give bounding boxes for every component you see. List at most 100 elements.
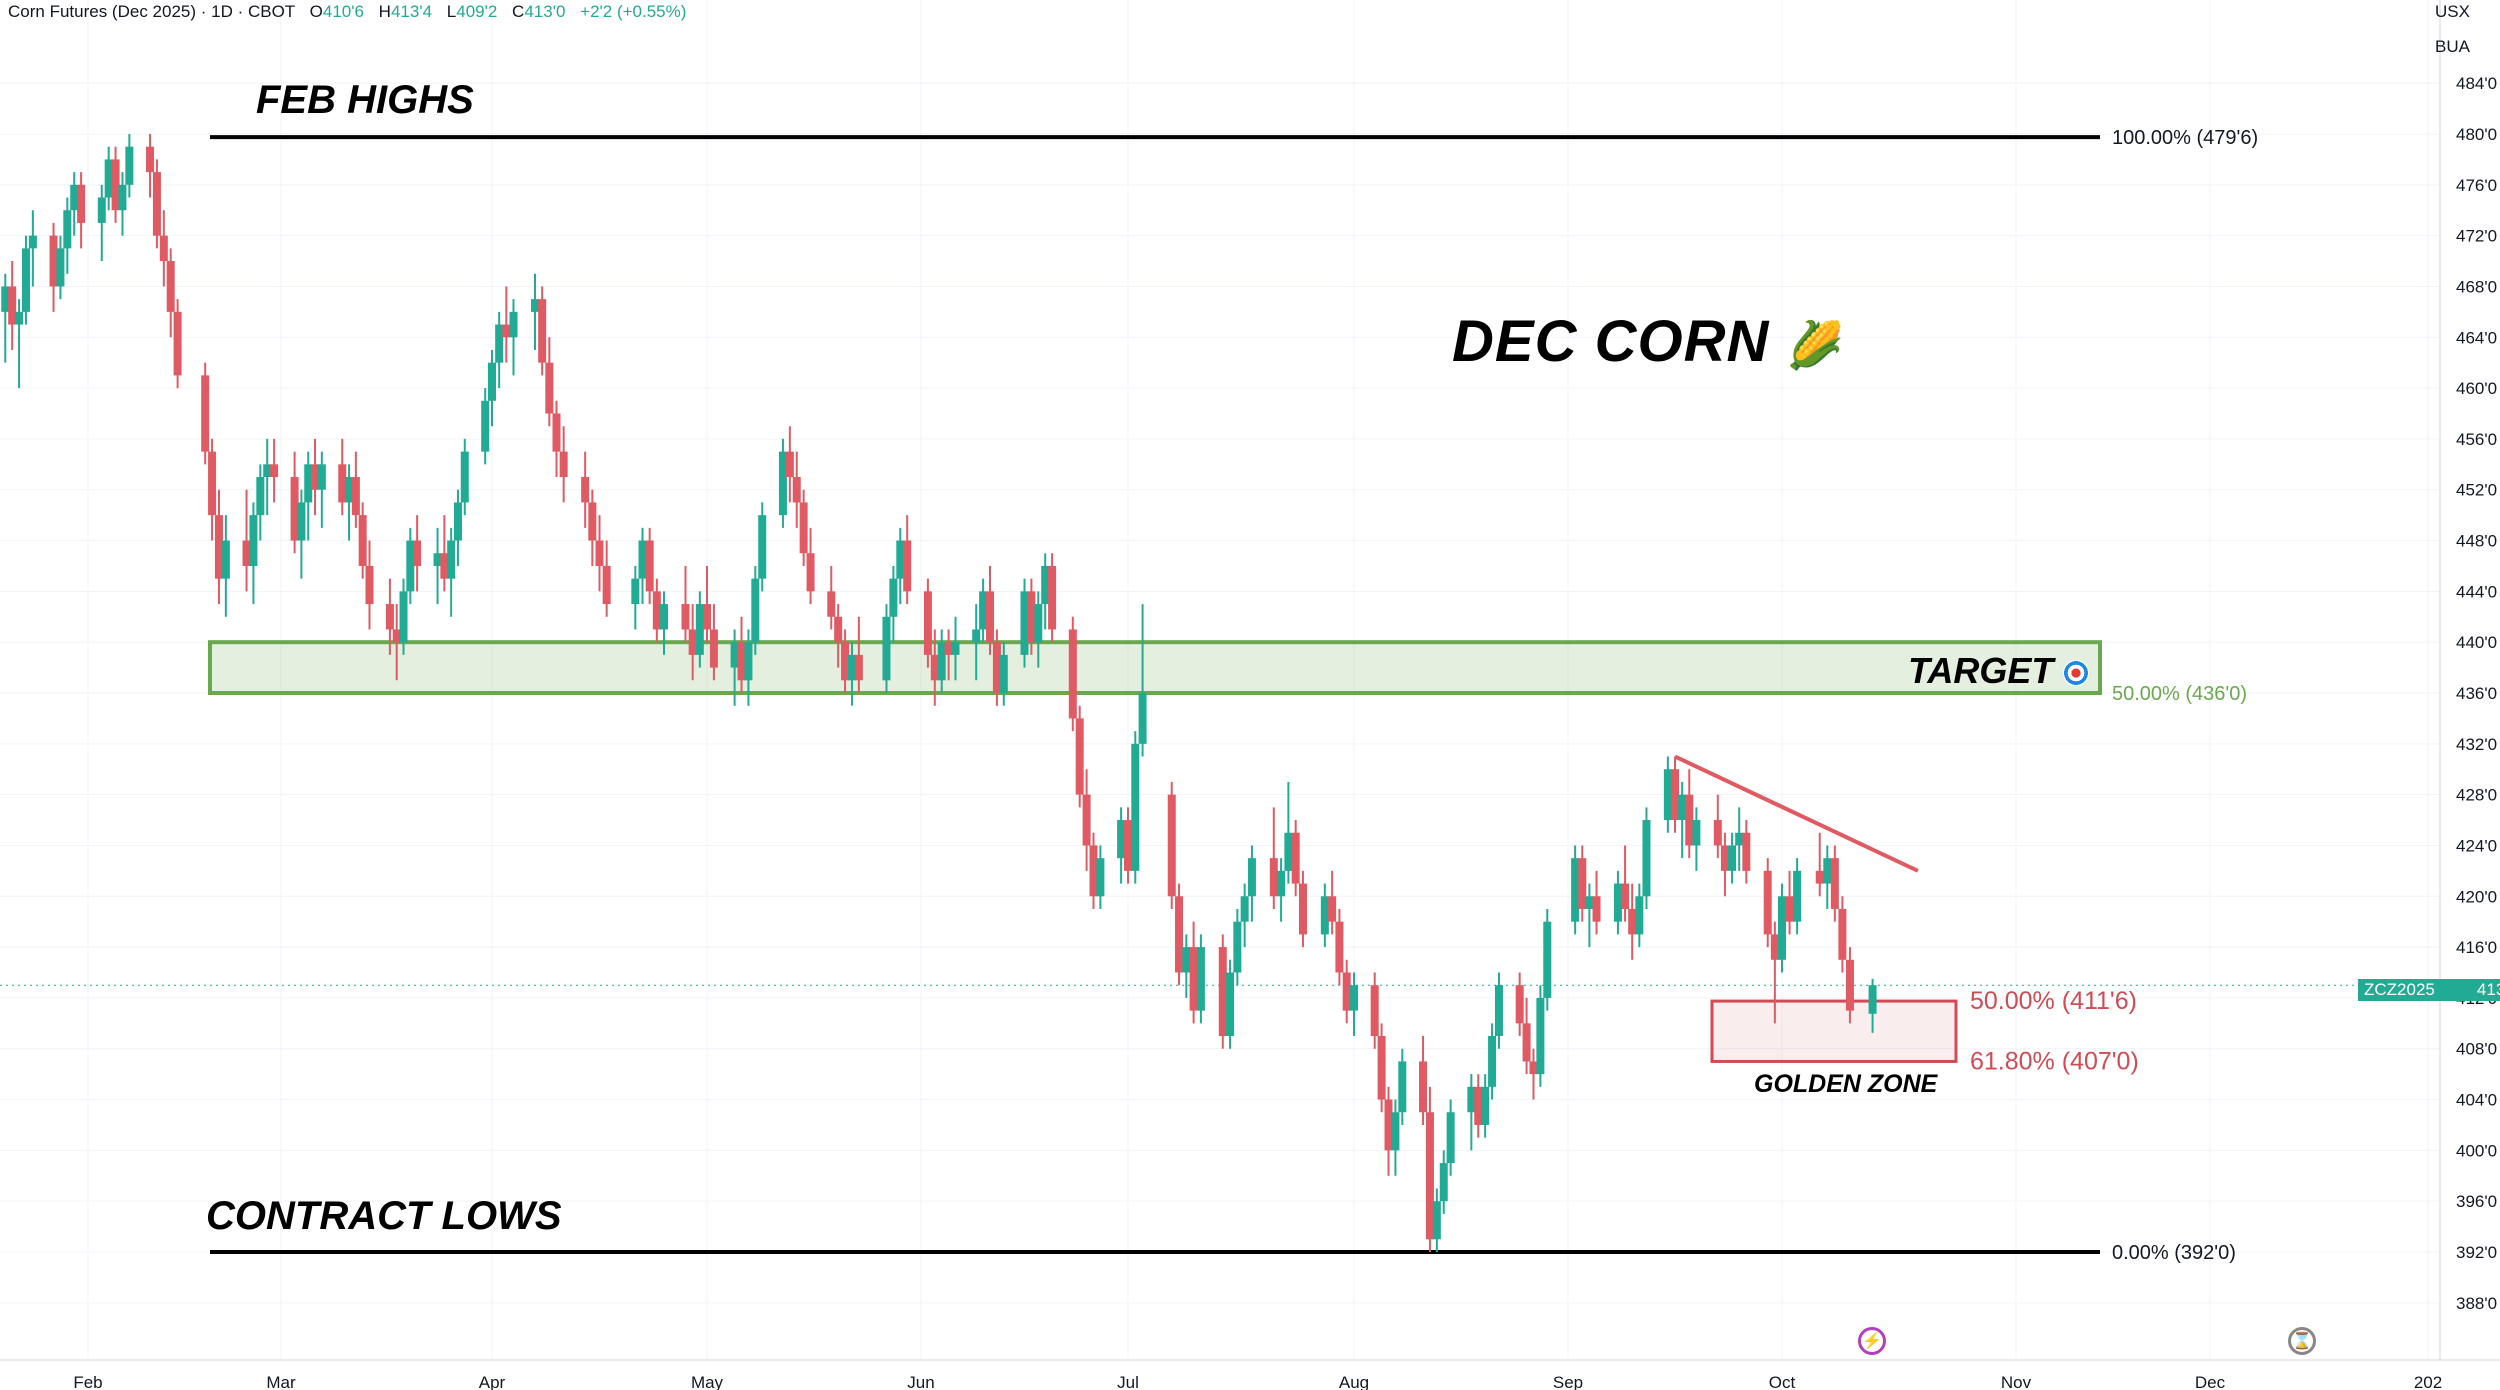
candle-body	[1488, 1036, 1497, 1087]
candle	[792, 451, 801, 528]
fib-50-target-label: 50.00% (436'0)	[2112, 683, 2247, 705]
x-tick-label: May	[691, 1373, 724, 1390]
candle	[1419, 1036, 1428, 1125]
candle-body	[889, 578, 898, 617]
low-value: 409'2	[456, 2, 498, 21]
y-tick-label: 452'0	[2456, 481, 2497, 500]
candle	[730, 629, 739, 706]
candle-body	[1838, 908, 1847, 960]
candle	[1082, 769, 1091, 871]
candle	[552, 400, 561, 478]
candle	[944, 629, 953, 681]
candle	[538, 286, 547, 376]
candle	[1075, 705, 1084, 808]
unit-label[interactable]: BUA	[2435, 37, 2470, 56]
candle-body	[531, 299, 539, 312]
candle-body	[1628, 908, 1637, 935]
candle	[652, 578, 661, 643]
candle-body	[1728, 845, 1737, 871]
candle	[1124, 807, 1132, 884]
candle	[290, 451, 299, 554]
candle	[1034, 591, 1043, 668]
candle-body	[703, 604, 711, 630]
candle-body	[1778, 896, 1786, 960]
candle	[1529, 1048, 1538, 1100]
candle	[1269, 807, 1278, 909]
candle-body	[111, 159, 120, 211]
candle-body	[1571, 858, 1580, 922]
candle-body	[146, 146, 155, 173]
candle	[214, 489, 223, 605]
candle-body	[311, 464, 320, 490]
golden-zone-lower-label: 61.80% (407'0)	[1970, 1047, 2139, 1075]
y-tick-label: 484'0	[2456, 74, 2497, 93]
y-tick-label: 428'0	[2456, 786, 2497, 805]
candle-body	[256, 477, 265, 516]
candle-body	[249, 515, 258, 566]
candle	[1342, 959, 1351, 1024]
candle-body	[1398, 1061, 1407, 1113]
contract-lows-label: CONTRACT LOWS	[206, 1194, 562, 1238]
candle	[834, 604, 843, 668]
candle	[1277, 858, 1286, 922]
candle	[1713, 794, 1722, 859]
candle	[1592, 870, 1601, 935]
hourglass-icon[interactable]: ⌛	[2288, 1327, 2316, 1355]
candle	[1446, 1099, 1455, 1176]
candle-body	[1291, 832, 1300, 884]
high-value: 413'4	[390, 2, 433, 21]
candle	[453, 489, 462, 566]
candle-body	[118, 184, 127, 211]
currency-label[interactable]: USX	[2435, 2, 2470, 21]
candle	[896, 527, 905, 605]
candle	[263, 438, 272, 516]
candle	[433, 527, 442, 605]
candle	[737, 616, 746, 693]
candle-body	[785, 451, 794, 478]
contract-lows-label: 0.00% (392'0)	[2112, 1242, 2236, 1264]
candle	[488, 349, 496, 427]
y-tick-label: 468'0	[2456, 277, 2497, 296]
dec-corn-text: DEC CORN	[1452, 309, 1770, 374]
candle-body	[1543, 921, 1552, 998]
candle-body	[1467, 1086, 1476, 1113]
symbol-header: Corn Futures (Dec 2025) · 1D · CBOT O410…	[8, 2, 686, 22]
candle-body	[392, 629, 401, 643]
candle	[1663, 756, 1672, 833]
candle	[1838, 896, 1847, 973]
candle-body	[166, 261, 175, 312]
candle	[1488, 1023, 1497, 1100]
candle-body	[631, 578, 640, 605]
candle-body	[49, 235, 58, 287]
y-tick-label: 456'0	[2456, 430, 2497, 449]
candle-body	[77, 184, 86, 223]
candle	[1543, 908, 1552, 1011]
candle	[173, 299, 182, 389]
candle	[688, 604, 697, 681]
y-tick-label: 472'0	[2456, 227, 2497, 246]
x-tick-label: Nov	[2001, 1373, 2032, 1390]
candle	[1048, 553, 1057, 643]
candle	[1432, 1188, 1441, 1252]
candle-body	[242, 540, 251, 566]
candle-body	[896, 540, 905, 579]
candle	[937, 629, 946, 693]
candle	[1785, 870, 1794, 935]
candle	[1398, 1048, 1407, 1125]
candle	[1481, 1074, 1490, 1138]
candle	[256, 464, 265, 541]
candle-body	[1735, 832, 1744, 846]
candle	[208, 438, 217, 541]
candle	[1613, 870, 1622, 935]
symbol-title: Corn Futures (Dec 2025) · 1D · CBOT	[8, 2, 295, 21]
candle-body	[1, 286, 10, 312]
candle-body	[1494, 985, 1503, 1037]
candle	[365, 540, 374, 630]
candle	[681, 565, 690, 643]
candle	[951, 616, 960, 681]
candle-body	[290, 477, 299, 541]
lightning-icon[interactable]: ⚡	[1858, 1327, 1886, 1355]
candle	[104, 146, 113, 211]
candle	[1240, 883, 1249, 948]
